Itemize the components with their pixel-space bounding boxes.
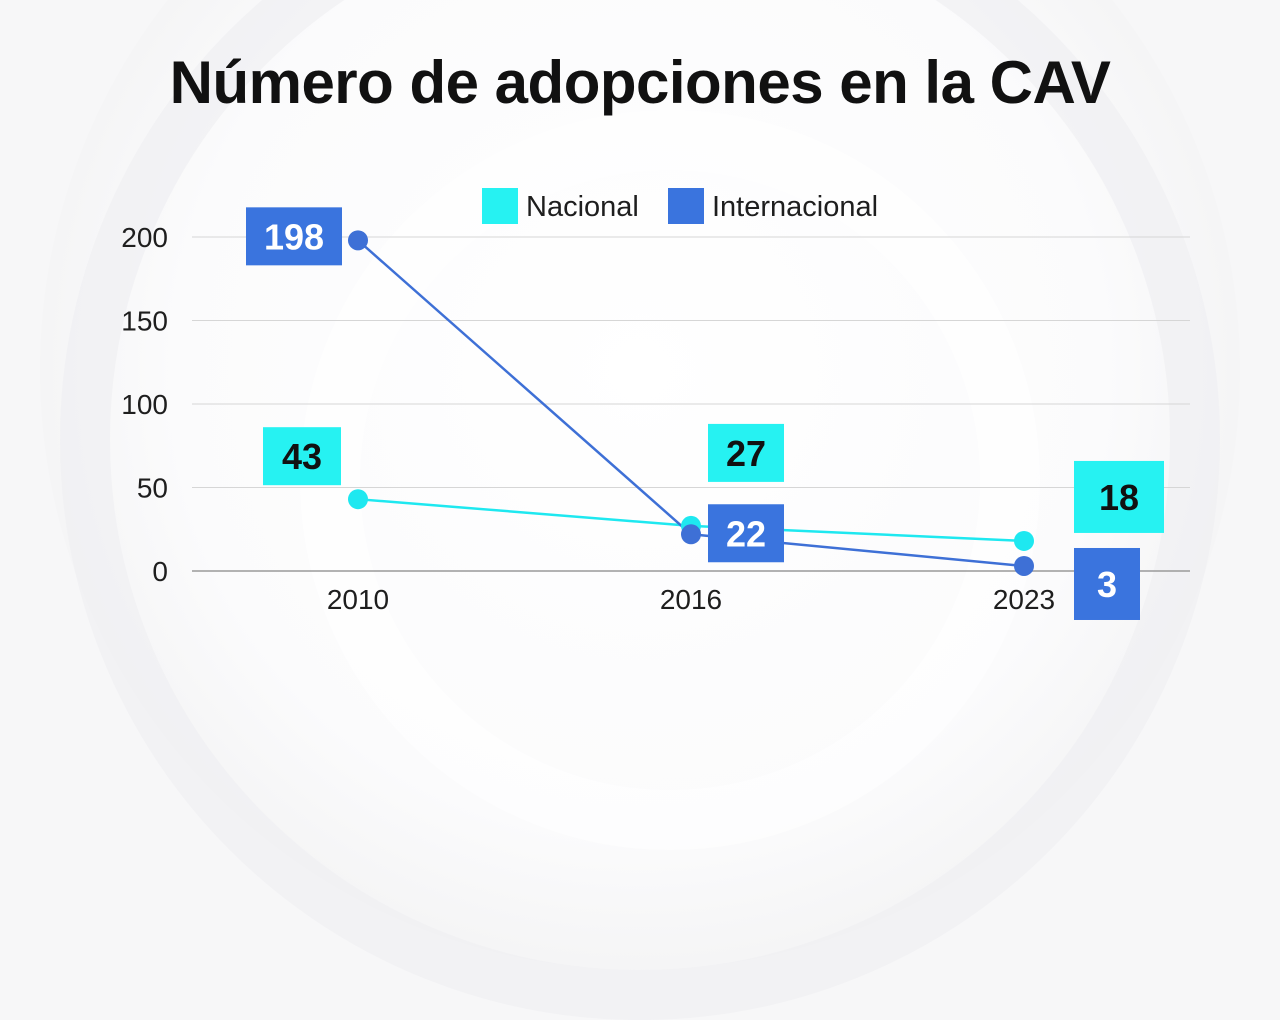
legend-swatch-nacional (482, 188, 518, 224)
legend-label-internacional: Internacional (712, 191, 878, 223)
y-tick-label: 0 (152, 556, 168, 587)
data-point-internacional (1014, 555, 1034, 576)
data-label-box-internacional (708, 504, 784, 563)
x-tick-label: 2010 (327, 584, 389, 615)
data-label-internacional: 3 (1097, 564, 1117, 605)
y-tick-label: 150 (121, 306, 168, 337)
data-label-box-internacional (1074, 547, 1140, 620)
series-points (348, 230, 1034, 576)
y-tick-label: 100 (121, 389, 168, 420)
x-tick-label: 2016 (660, 584, 722, 615)
y-tick-label: 200 (121, 222, 168, 253)
data-label-nacional: 43 (282, 436, 322, 477)
data-label-nacional: 27 (726, 433, 766, 474)
chart-title: Número de adopciones en la CAV (169, 49, 1111, 116)
data-label-box-nacional (1074, 460, 1164, 533)
legend-swatch-internacional (668, 188, 704, 224)
line-chart: 0 50 100 150 200 2010 2016 2023 43 27 18 198 22 3 N… (121, 188, 1190, 620)
data-label-nacional: 18 (1099, 477, 1139, 518)
y-axis: 0 50 100 150 200 (121, 222, 168, 587)
data-label-box-internacional (246, 207, 342, 266)
legend: Nacional Internacional (482, 188, 878, 224)
data-point-nacional (1014, 530, 1034, 551)
data-point-internacional (681, 524, 701, 545)
data-label-internacional: 22 (726, 513, 766, 554)
y-tick-label: 50 (137, 473, 168, 504)
data-label-box-nacional (263, 427, 341, 486)
data-point-nacional (348, 489, 368, 510)
data-labels: 43 27 18 198 22 3 (246, 207, 1164, 620)
x-tick-label: 2023 (993, 584, 1055, 615)
data-label-box-nacional (708, 423, 784, 482)
data-point-internacional (348, 230, 368, 251)
legend-label-nacional: Nacional (526, 191, 639, 223)
data-label-internacional: 198 (264, 216, 324, 257)
x-axis: 2010 2016 2023 (327, 584, 1055, 615)
